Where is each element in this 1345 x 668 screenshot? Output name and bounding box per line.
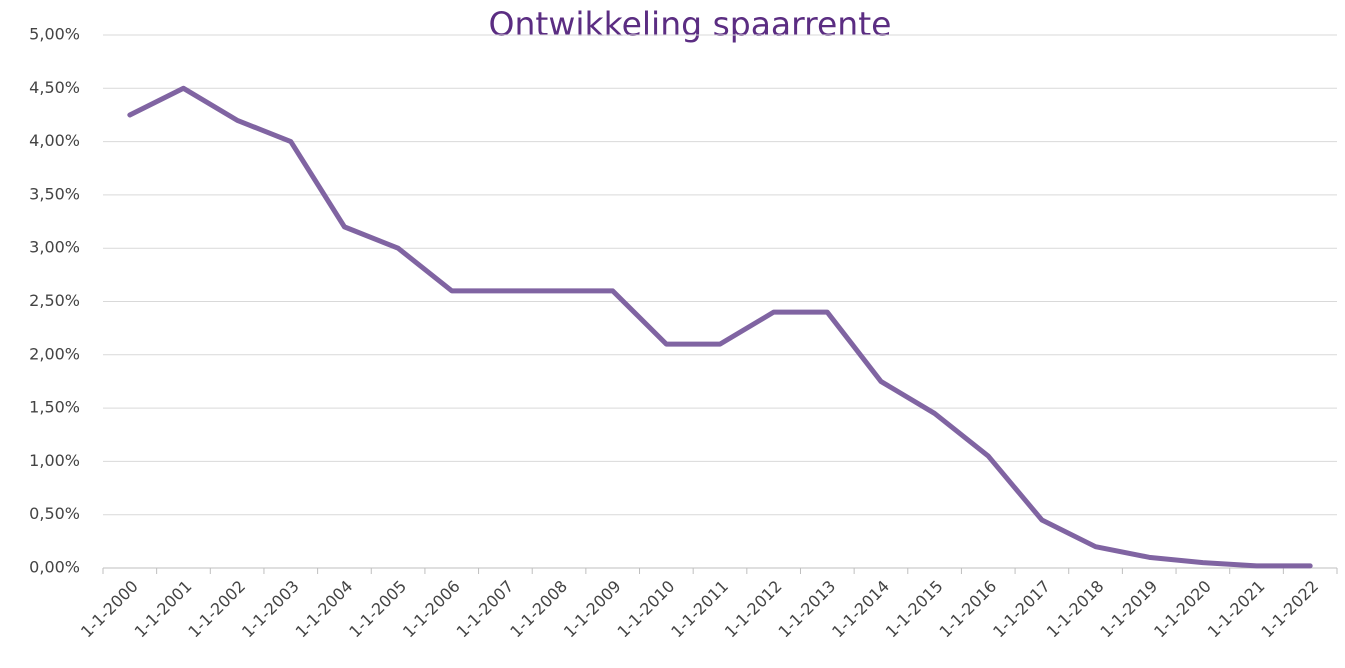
x-tick-label: 1-1-2018	[1043, 577, 1108, 642]
y-tick-label: 2,50%	[29, 291, 80, 310]
y-tick-label: 3,00%	[29, 238, 80, 257]
x-tick-label: 1-1-2004	[292, 577, 357, 642]
y-tick-label: 1,50%	[29, 398, 80, 417]
line	[127, 85, 1313, 569]
x-tick-label: 1-1-2013	[775, 577, 840, 642]
y-tick-label: 2,00%	[29, 344, 80, 363]
x-tick-label: 1-1-2010	[614, 577, 679, 642]
y-tick-label: 5,00%	[29, 25, 80, 44]
x-tick-label: 1-1-2016	[935, 577, 1000, 642]
x-tick-label: 1-1-2009	[560, 577, 625, 642]
x-tick-label: 1-1-2003	[238, 577, 303, 642]
x-tick-label: 1-1-2007	[453, 577, 518, 642]
chart-title: Ontwikkeling spaarrente	[489, 5, 892, 44]
y-tick-label: 1,00%	[29, 451, 80, 470]
x-tick-label: 1-1-2001	[131, 577, 196, 642]
x-tick-label: 1-1-2008	[506, 577, 571, 642]
x-tick-label: 1-1-2020	[1150, 577, 1215, 642]
x-tick-label: 1-1-2017	[989, 577, 1054, 642]
x-tick-label: 1-1-2015	[882, 577, 947, 642]
x-tick-label: 1-1-2019	[1096, 577, 1161, 642]
y-tick-label: 3,50%	[29, 184, 80, 203]
y-tick-label: 4,00%	[29, 131, 80, 150]
x-tick-label: 1-1-2014	[828, 577, 893, 642]
x-tick-label: 1-1-2022	[1257, 577, 1322, 642]
y-tick-label: 0,00%	[29, 558, 80, 577]
y-tick-label: 0,50%	[29, 504, 80, 523]
x-tick-label: 1-1-2021	[1204, 577, 1269, 642]
x-tick-label: 1-1-2012	[721, 577, 786, 642]
x-tick-label: 1-1-2006	[399, 577, 464, 642]
x-tick-label: 1-1-2002	[184, 577, 249, 642]
x-tick-label: 1-1-2005	[345, 577, 410, 642]
x-tick-label: 1-1-2000	[77, 577, 142, 642]
y-tick-label: 4,50%	[29, 78, 80, 97]
x-tick-label: 1-1-2011	[667, 577, 732, 642]
